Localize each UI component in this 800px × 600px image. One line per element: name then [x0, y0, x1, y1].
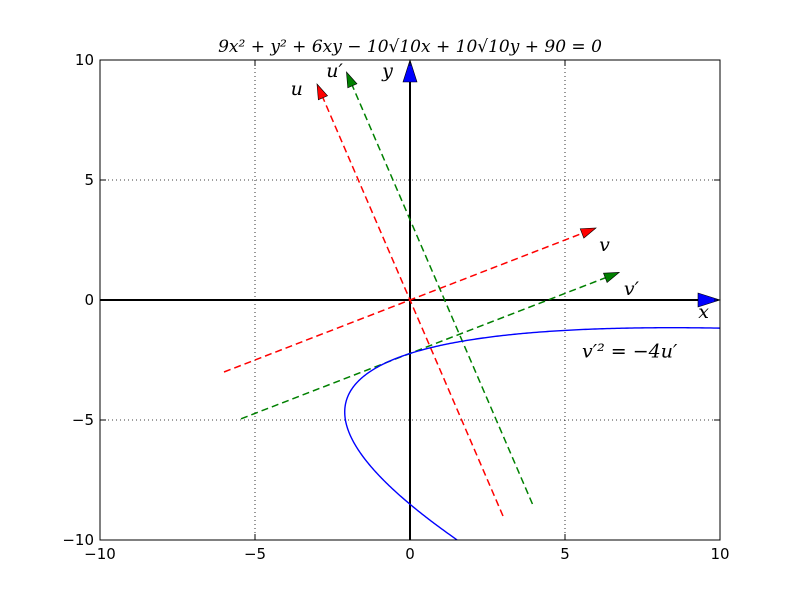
label-u: u [291, 78, 303, 100]
dashed-arrow-u-icon [316, 83, 329, 101]
y-tick-label-1: −5 [72, 411, 94, 429]
label-v-prime: v′ [624, 278, 640, 300]
dashed-arrow-u-prime-icon [346, 71, 358, 89]
x-tick-label-3: 5 [560, 545, 570, 563]
parabola-curve-group [344, 326, 720, 540]
dashed-axes [223, 71, 621, 517]
origin-axes [100, 59, 721, 540]
parabola-curve [344, 326, 720, 540]
x-tick-label-2: 0 [405, 545, 415, 563]
label-x: x [698, 301, 709, 323]
axis-arrow-y-icon [402, 59, 418, 83]
dashed-arrow-v-prime-icon [603, 272, 621, 283]
y-tick-label-0: −10 [62, 531, 94, 549]
dashed-arrow-v-icon [579, 227, 597, 239]
axis-arrow-x-icon [697, 292, 721, 308]
math-labels: x y u u′ v v′ v′² = −4u′ [291, 60, 710, 363]
x-tick-label-4: 10 [710, 545, 729, 563]
label-u-prime: u′ [326, 60, 343, 82]
label-v-prime4u-prime: v′² = −4u′ [582, 341, 678, 363]
y-tick-label-3: 5 [84, 171, 94, 189]
y-tick-label-4: 10 [75, 51, 94, 69]
axis-ticks: −10 −5 0 5 10 −10 −5 0 5 10 [62, 51, 729, 563]
chart-title: 9x² + y² + 6xy − 10√10x + 10√10y + 90 = … [218, 37, 602, 57]
x-tick-label-1: −5 [244, 545, 266, 563]
dashed-axis-v [223, 231, 586, 373]
label-v: v [599, 234, 610, 256]
y-tick-label-2: 0 [84, 291, 94, 309]
label-y: y [381, 60, 393, 82]
x-tick-label-0: −10 [84, 545, 116, 563]
